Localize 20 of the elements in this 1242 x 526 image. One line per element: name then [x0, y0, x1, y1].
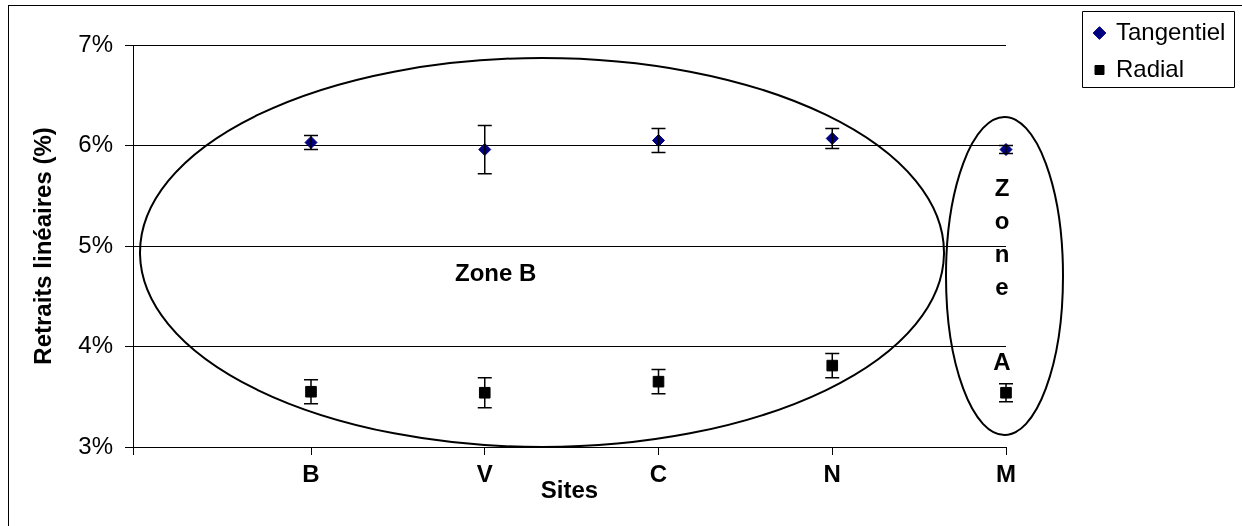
- point: [478, 386, 491, 399]
- x-tick-label: V: [476, 460, 493, 488]
- y-tick-label: 4%: [78, 331, 113, 359]
- x-tick-label: B: [302, 460, 320, 488]
- y-axis-title: Retraits linéaires (%): [29, 127, 57, 365]
- y-tick-label: 7%: [78, 29, 113, 57]
- x-tick-label: C: [649, 460, 668, 488]
- x-tick-label: M: [996, 460, 1016, 488]
- y-tick-label: 6%: [78, 130, 113, 158]
- point: [305, 385, 317, 398]
- y-tick-label: 5%: [78, 230, 113, 258]
- point: [652, 375, 665, 388]
- y-tick-label: 3%: [78, 431, 113, 459]
- x-axis-title: Sites: [540, 476, 599, 504]
- legend-label: Radial: [1116, 54, 1185, 82]
- text: Zone A: [993, 174, 1011, 375]
- x-tick-label: N: [823, 460, 841, 488]
- annotation: Zone B: [455, 259, 537, 287]
- legend-label: Tangentiel: [1116, 17, 1226, 45]
- point: [826, 359, 839, 372]
